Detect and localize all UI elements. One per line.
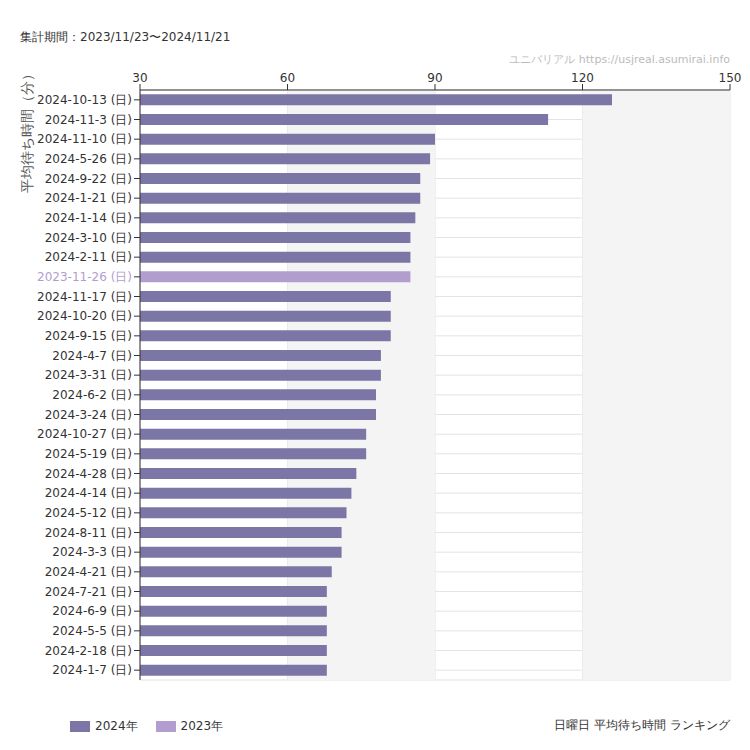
svg-text:2024-2-18 (日): 2024-2-18 (日) bbox=[45, 644, 132, 658]
svg-text:2024-5-12 (日): 2024-5-12 (日) bbox=[45, 506, 132, 520]
svg-text:2024-3-10 (日): 2024-3-10 (日) bbox=[45, 231, 132, 245]
svg-text:2024-9-22 (日): 2024-9-22 (日) bbox=[45, 172, 132, 186]
html-text:ユニバリアル https://usjreal.asumira: ユニバリアル https://usjreal.asumirai.info bbox=[509, 53, 730, 66]
svg-text:60: 60 bbox=[280, 71, 295, 85]
html-text:平均待ち時間（分）: 平均待ち時間（分） bbox=[19, 67, 35, 193]
svg-text:2024-5-26 (日): 2024-5-26 (日) bbox=[45, 152, 132, 166]
svg-text:2024-9-15 (日): 2024-9-15 (日) bbox=[45, 329, 132, 343]
svg-text:120: 120 bbox=[571, 71, 594, 85]
svg-text:2024-4-7 (日): 2024-4-7 (日) bbox=[52, 349, 132, 363]
svg-text:2024-2-11 (日): 2024-2-11 (日) bbox=[45, 250, 132, 264]
svg-text:150: 150 bbox=[719, 71, 742, 85]
svg-text:2024-6-9 (日): 2024-6-9 (日) bbox=[52, 604, 132, 618]
svg-text:2024-6-2 (日): 2024-6-2 (日) bbox=[52, 388, 132, 402]
svg-text:2024-10-20 (日): 2024-10-20 (日) bbox=[37, 309, 132, 323]
svg-text:2024-3-24 (日): 2024-3-24 (日) bbox=[45, 408, 132, 422]
svg-text:2024-3-3 (日): 2024-3-3 (日) bbox=[52, 545, 132, 559]
svg-text:2024-3-31 (日): 2024-3-31 (日) bbox=[45, 368, 132, 382]
svg-text:2024-11-17 (日): 2024-11-17 (日) bbox=[37, 290, 132, 304]
html-text:2023年: 2023年 bbox=[180, 719, 224, 733]
svg-text:30: 30 bbox=[132, 71, 147, 85]
svg-text:2024-7-21 (日): 2024-7-21 (日) bbox=[45, 585, 132, 599]
svg-text:2024-11-3 (日): 2024-11-3 (日) bbox=[45, 113, 132, 127]
svg-text:2024-1-7 (日): 2024-1-7 (日) bbox=[52, 663, 132, 677]
svg-text:2023-11-26 (日): 2023-11-26 (日) bbox=[37, 270, 132, 284]
svg-text:2024-4-28 (日): 2024-4-28 (日) bbox=[45, 467, 132, 481]
html-text:2024年: 2024年 bbox=[95, 719, 138, 733]
svg-text:2024-1-21 (日): 2024-1-21 (日) bbox=[45, 191, 132, 205]
svg-text:2024-4-14 (日): 2024-4-14 (日) bbox=[45, 486, 132, 500]
svg-text:2024-11-10 (日): 2024-11-10 (日) bbox=[37, 132, 132, 146]
svg-text:2024-10-13 (日): 2024-10-13 (日) bbox=[37, 93, 132, 107]
svg-text:2024-8-11 (日): 2024-8-11 (日) bbox=[45, 526, 132, 540]
svg-text:2024-5-5 (日): 2024-5-5 (日) bbox=[52, 624, 132, 638]
html-text:日曜日 平均待ち時間 ランキング: 日曜日 平均待ち時間 ランキング bbox=[554, 718, 730, 732]
svg-text:2024-1-14 (日): 2024-1-14 (日) bbox=[45, 211, 132, 225]
svg-text:2024-10-27 (日): 2024-10-27 (日) bbox=[37, 427, 132, 441]
svg-text:90: 90 bbox=[427, 71, 442, 85]
svg-text:2024-5-19 (日): 2024-5-19 (日) bbox=[45, 447, 132, 461]
svg-text:2024-4-21 (日): 2024-4-21 (日) bbox=[45, 565, 132, 579]
html-text:集計期間：2023/11/23〜2024/11/21: 集計期間：2023/11/23〜2024/11/21 bbox=[20, 30, 231, 44]
